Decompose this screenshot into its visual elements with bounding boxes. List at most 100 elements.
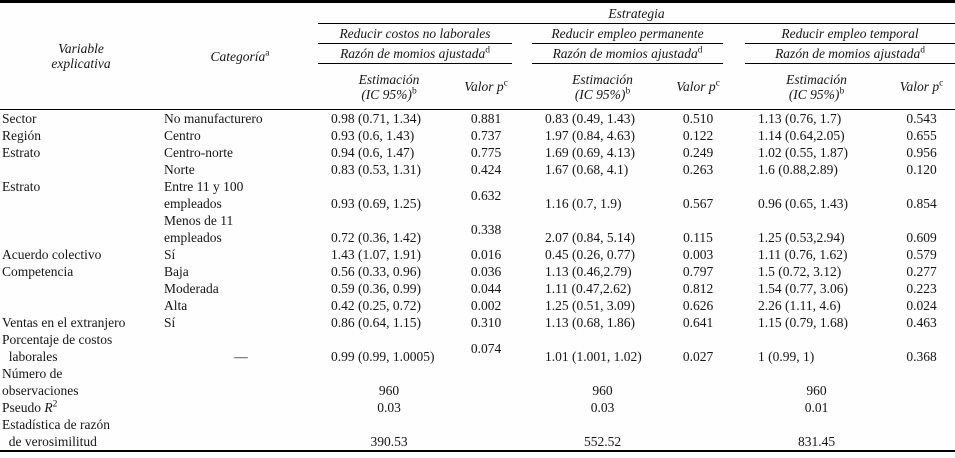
subheader-estimacion-2: Estimación (IC 95%)b — [532, 63, 673, 110]
column-gap — [512, 24, 532, 44]
estimacion-footnote-mark: b — [411, 86, 417, 96]
estimate-cell: 1.11 (0.76, 1.62) — [758, 247, 848, 262]
razon-footnote-mark: d — [485, 45, 490, 56]
estimacion-label: Estimación (IC 95%) — [572, 71, 633, 102]
table-row: Acuerdo colectivo Sí 1.43 (1.07, 1.91) 0… — [0, 246, 955, 263]
column-gap — [512, 280, 532, 297]
estimate-cell: 1.43 (1.07, 1.91) — [331, 247, 421, 262]
pvalue-cell: 0.115 — [683, 230, 713, 245]
table-row: Estadística de razón de verosimilitud 39… — [0, 416, 955, 451]
column-gap — [512, 297, 532, 314]
estimate-cell: 960 — [806, 383, 827, 398]
estimate-cell: 0.99 (0.99, 1.0005) — [331, 349, 435, 364]
column-gap — [512, 314, 532, 331]
estimate-cell: 0.01 — [804, 400, 829, 415]
valor-p-footnote-mark: c — [939, 78, 944, 89]
estimate-cell: 0.94 (0.6, 1.47) — [331, 145, 415, 160]
pvalue-cell: 0.463 — [906, 315, 937, 330]
category-cell: Sí — [164, 247, 176, 262]
estimate-cell: 0.45 (0.26, 0.77) — [545, 247, 635, 262]
pvalue-cell: 0.579 — [906, 247, 937, 262]
estimate-cell: 0.98 (0.71, 1.34) — [331, 111, 421, 126]
estimate-cell: 960 — [378, 383, 400, 398]
categoria-label: Categoría — [210, 48, 266, 64]
subheader-valor-p-2: Valor pc — [673, 63, 723, 110]
variable-cell — [0, 297, 162, 314]
column-gap — [723, 246, 745, 263]
variable-cell: Estrato — [2, 179, 41, 194]
table-row: Menos de 11 empleados 0.72 (0.36, 1.42) … — [0, 212, 955, 246]
pvalue-cell — [460, 416, 512, 451]
pvalue-cell: 0.641 — [682, 315, 714, 330]
estimate-cell: 0.93 (0.69, 1.25) — [331, 196, 421, 211]
table-row: Pseudo R2 0.03 0.03 0.01 — [0, 399, 955, 416]
estimate-cell: 0.56 (0.33, 0.96) — [331, 264, 421, 279]
column-gap — [723, 63, 745, 110]
pvalue-cell — [673, 416, 723, 451]
column-gap — [723, 280, 745, 297]
column-gap — [512, 44, 532, 64]
estimate-cell: 1.14 (0.64,2.05) — [758, 128, 845, 143]
table-row: Número de observaciones 960 960 960 — [0, 365, 955, 399]
column-header-variable: Variable explicativa — [0, 1, 162, 110]
column-gap — [723, 127, 745, 144]
estimate-cell: 1.15 (0.79, 1.68) — [758, 315, 848, 330]
razon-label: Razón de momios ajustada — [340, 46, 486, 61]
subheader-razon-momios-3: Razón de momios ajustadad — [745, 43, 955, 64]
group-header-empleo-temporal: Reducir empleo temporal — [745, 23, 955, 44]
estimate-cell: 1.97 (0.84, 4.63) — [545, 128, 635, 143]
razon-footnote-mark: d — [697, 45, 703, 56]
estimate-cell: 1 (0.99, 1) — [758, 349, 815, 364]
valor-p-label: Valor p — [676, 79, 716, 94]
pvalue-cell: 0.003 — [682, 247, 714, 262]
pvalue-cell: 0.626 — [682, 298, 714, 313]
estimacion-footnote-mark: b — [839, 86, 845, 96]
estimate-cell: 0.42 (0.25, 0.72) — [331, 298, 421, 313]
estimate-cell: 2.26 (1.11, 4.6) — [758, 298, 841, 313]
column-gap — [512, 263, 532, 280]
category-cell — [162, 365, 318, 399]
variable-cell: Competencia — [2, 264, 74, 279]
razon-label: Razón de momios ajustada — [775, 46, 921, 61]
subheader-razon-momios-2: Razón de momios ajustadad — [532, 43, 723, 64]
column-gap — [723, 161, 745, 178]
pvalue-cell: 0.424 — [470, 162, 502, 177]
column-gap — [512, 416, 532, 451]
column-gap — [723, 24, 745, 44]
table-row: Estrato Entre 11 y 100 empleados 0.93 (0… — [0, 178, 955, 212]
column-gap — [512, 63, 532, 110]
estimate-cell: 0.59 (0.36, 0.99) — [331, 281, 421, 296]
category-cell: Sí — [164, 315, 176, 330]
estimate-cell: 1.13 (0.68, 1.86) — [545, 315, 635, 330]
column-gap — [723, 297, 745, 314]
column-gap — [512, 110, 532, 128]
column-gap — [512, 127, 532, 144]
column-gap — [723, 365, 745, 399]
estimate-cell: 1.13 (0.46,2.79) — [545, 264, 632, 279]
variable-cell: Ventas en el extranjero — [2, 315, 126, 330]
variable-cell — [0, 280, 162, 297]
estimate-cell: 1.69 (0.69, 4.13) — [545, 145, 635, 160]
column-gap — [723, 110, 745, 128]
r-exponent: 2 — [52, 399, 58, 410]
category-cell — [162, 399, 318, 416]
pvalue-cell: 0.956 — [906, 145, 937, 160]
pvalue-cell: 0.609 — [906, 230, 937, 245]
estimacion-label: Estimación (IC 95%) — [786, 71, 847, 102]
variable-cell: Estrato — [2, 145, 41, 160]
valor-p-label: Valor p — [899, 79, 940, 94]
column-gap — [512, 365, 532, 399]
pvalue-cell: 0.277 — [906, 264, 937, 279]
column-gap — [512, 178, 532, 212]
razon-footnote-mark: d — [920, 45, 925, 56]
category-cell: Centro — [164, 128, 201, 143]
table-row: Competencia Baja 0.56 (0.33, 0.96) 0.036… — [0, 263, 955, 280]
valor-p-footnote-mark: c — [503, 78, 508, 89]
pvalue-cell: 0.812 — [682, 281, 714, 296]
variable-cell — [0, 161, 162, 178]
valor-p-footnote-mark: c — [715, 78, 720, 89]
subheader-estimacion-1: Estimación (IC 95%)b — [318, 63, 460, 110]
estimate-cell: 1.67 (0.68, 4.1) — [545, 162, 629, 177]
estimate-cell: 1.13 (0.76, 1.7) — [758, 111, 842, 126]
